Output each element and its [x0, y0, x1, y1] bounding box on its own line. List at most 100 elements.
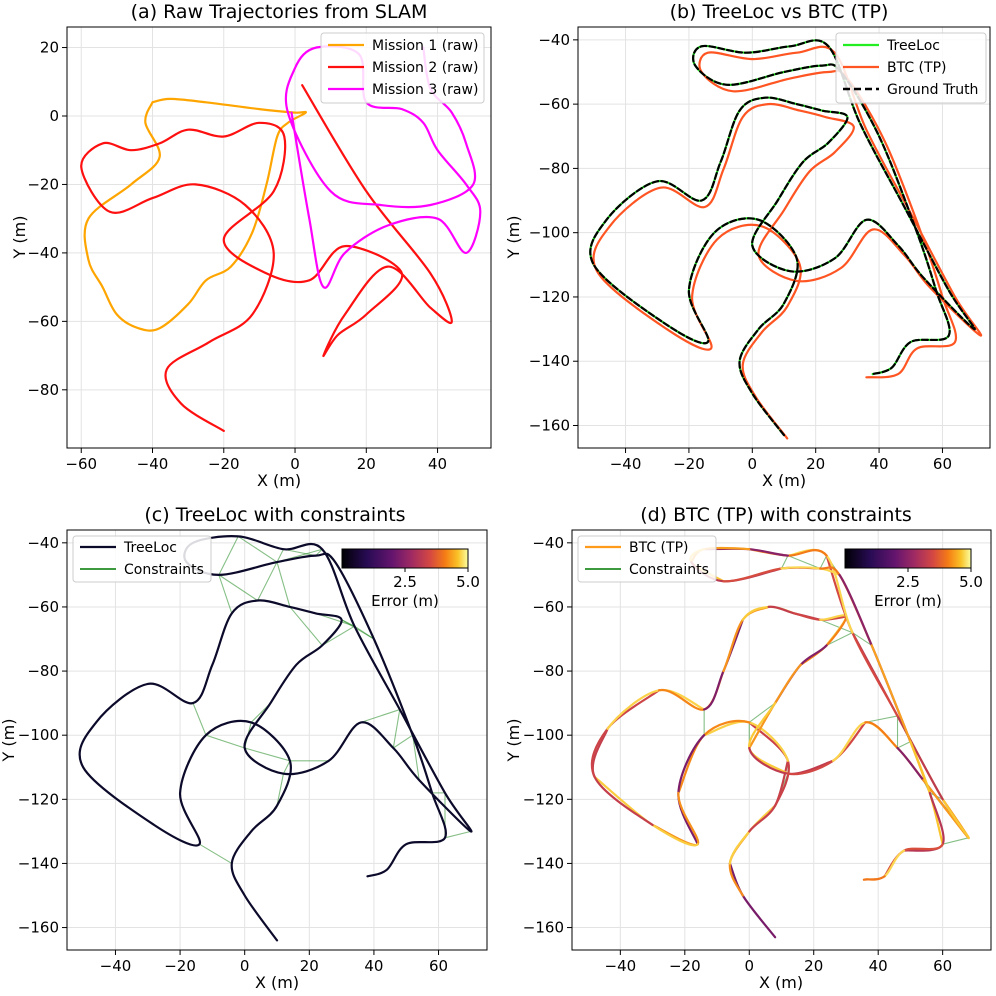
panel-d-constraint-16: [819, 555, 828, 569]
panel-c-xtick-label-3: 20: [300, 957, 319, 975]
panel-c-constraint-2: [244, 747, 291, 762]
panel-b-ytick-label-1: −60: [538, 95, 570, 113]
panel-d-ticks: −40 −20 0 20 40 60 −40 −60 −80 −100 −120 −140 −160: [523, 534, 952, 975]
panel-a-ytick-label-5: −80: [27, 381, 59, 399]
panel-c-constraint-33: [218, 536, 239, 576]
panel-c-series-0: [78, 535, 473, 942]
panel-c-constraint-20: [393, 734, 413, 749]
panel-c-ytick-label-5: −140: [18, 854, 59, 872]
panel-c-constraint-8: [205, 734, 245, 749]
panel-b-series: [589, 39, 983, 440]
panel-c-xtick-label-4: 40: [364, 957, 383, 975]
panel-c-constraint-27: [354, 625, 375, 640]
panel-c-colorbar-ticklabel-1: 5.0: [456, 573, 480, 591]
panel-c-constraint-32: [283, 548, 316, 557]
panel-a-legend-label-0: Mission 1 (raw): [372, 38, 478, 54]
panel-d-colorbar-gradient: [844, 548, 972, 569]
panel-a-ytick-label-1: 0: [49, 107, 59, 125]
panel-b-ytick-label-4: −120: [529, 288, 570, 306]
panel-a-xtick-label-2: −20: [208, 455, 240, 473]
panel-a-series-1: [80, 84, 453, 432]
panel-d-xtick-label-4: 40: [869, 957, 888, 975]
panel-d-colorbar: 2.5 5.0 Error (m): [844, 548, 983, 610]
panel-b-ytick-label-0: −40: [538, 31, 570, 49]
panel-a-legend: Mission 1 (raw) Mission 2 (raw) Mission …: [320, 32, 485, 104]
panel-c-ylabel: Y (m): [0, 719, 18, 763]
panel-a-ticks: −60 −40 −20 0 20 40 20 0 −20 −40 −60 −80: [27, 39, 447, 473]
panel-c: (c) TreeLoc with constraints −40 −20 0 20 40…: [0, 504, 488, 992]
panel-b-legend-label-0: TreeLoc: [886, 38, 940, 54]
panel-d-ytick-label-4: −120: [523, 790, 564, 808]
panel-b-ytick-label-3: −100: [529, 224, 570, 242]
panel-a-xtick-label-4: 20: [357, 455, 376, 473]
panel-c-series: [78, 535, 473, 942]
panel-a-xlabel: X (m): [257, 471, 301, 490]
panel-b-legend: TreeLoc BTC (TP) Ground Truth: [835, 32, 987, 104]
panel-c-constraint-0: [199, 843, 233, 864]
panel-b-ytick-label-5: −140: [529, 352, 570, 370]
panel-d: (d) BTC (TP) with constraints −40 −20 0 20 4…: [504, 504, 992, 992]
panel-a-ytick-label-0: 20: [40, 39, 59, 57]
panel-d-constraint-8: [865, 715, 898, 723]
panel-d-series: [590, 546, 970, 939]
panel-c-ytick-label-0: −40: [27, 534, 59, 552]
panel-a-legend-label-1: Mission 2 (raw): [372, 60, 478, 76]
panel-d-constraint-5: [819, 619, 853, 634]
panel-c-title: (c) TreeLoc with constraints: [144, 504, 405, 526]
panel-c-legend-label-0: TreeLoc: [123, 540, 177, 556]
panel-d-legend-label-1: Constraints: [629, 562, 709, 578]
panel-d-ylabel: Y (m): [504, 719, 523, 763]
panel-a-xtick-label-0: −60: [65, 455, 97, 473]
panel-a-ytick-label-2: −20: [27, 175, 59, 193]
panel-d-legend: BTC (TP) Constraints: [577, 535, 717, 583]
panel-d-colorbar-label: Error (m): [874, 592, 942, 610]
panel-b-xtick-label-5: 60: [933, 455, 952, 473]
panel-b-ylabel: Y (m): [504, 216, 523, 260]
panel-b-ytick-label-6: −160: [529, 417, 570, 435]
panel-c-constraint-12: [289, 606, 323, 646]
panel-c-xtick-label-0: −40: [100, 957, 132, 975]
panel-d-frame: [571, 529, 992, 951]
panel-d-plot-area: [572, 530, 991, 950]
panel-d-colorbar-ticklabel-1: 5.0: [959, 573, 983, 591]
panel-d-constraint-18: [781, 555, 789, 569]
panel-d-ytick-label-5: −140: [523, 854, 564, 872]
panel-a: (a) Raw Trajectories from SLAM −60 −40 −20…: [10, 1, 492, 490]
panel-b-xtick-label-4: 40: [870, 455, 889, 473]
panel-c-legend-label-1: Constraints: [124, 562, 204, 578]
panel-a-ytick-label-3: −40: [27, 244, 59, 262]
panel-c-constraint-3: [282, 760, 291, 774]
panel-c-colorbar: 2.5 5.0 Error (m): [341, 548, 480, 610]
panel-c-constraint-17: [321, 625, 355, 646]
panel-c-constraint-18: [360, 709, 400, 723]
panel-a-xtick-label-1: −40: [137, 455, 169, 473]
panel-c-constraint-19: [392, 709, 401, 749]
panel-d-xtick-label-2: 0: [744, 957, 754, 975]
panel-c-ytick-label-2: −80: [27, 662, 59, 680]
panel-c-colorbar-ticklabel-0: 2.5: [393, 573, 417, 591]
panel-b-ytick-label-2: −80: [538, 159, 570, 177]
panel-b-xtick-label-3: 20: [806, 455, 825, 473]
panel-d-constraint-7: [826, 632, 853, 646]
panel-a-ylabel: Y (m): [10, 216, 29, 260]
panel-d-constraint-15: [852, 632, 873, 646]
panel-c-constraint-1: [276, 773, 285, 806]
panel-c-constraint-23: [444, 830, 471, 839]
panel-b-ticks: −40 −20 0 20 40 60 −40 −60 −80 −100 −120 −140 −160: [529, 31, 952, 473]
panel-b-series-2: [589, 39, 976, 437]
panel-a-xtick-label-3: 0: [290, 455, 300, 473]
panel-c-constraint-13: [276, 561, 291, 608]
panel-c-constraint-10: [218, 574, 258, 601]
panel-a-ytick-label-4: −60: [27, 312, 59, 330]
panel-d-xtick-label-0: −40: [605, 957, 637, 975]
panel-d-constraint-12: [942, 837, 969, 845]
panel-a-legend-label-2: Mission 3 (raw): [372, 82, 478, 98]
panel-c-ytick-label-3: −100: [18, 726, 59, 744]
panel-c-ytick-label-4: −120: [18, 790, 59, 808]
panel-c-ytick-label-6: −160: [18, 919, 59, 937]
panel-c-xtick-label-5: 60: [429, 957, 448, 975]
panel-d-constraint-2: [748, 702, 776, 723]
panel-c-constraint-31: [276, 548, 284, 563]
panel-c-constraints: [192, 535, 471, 864]
